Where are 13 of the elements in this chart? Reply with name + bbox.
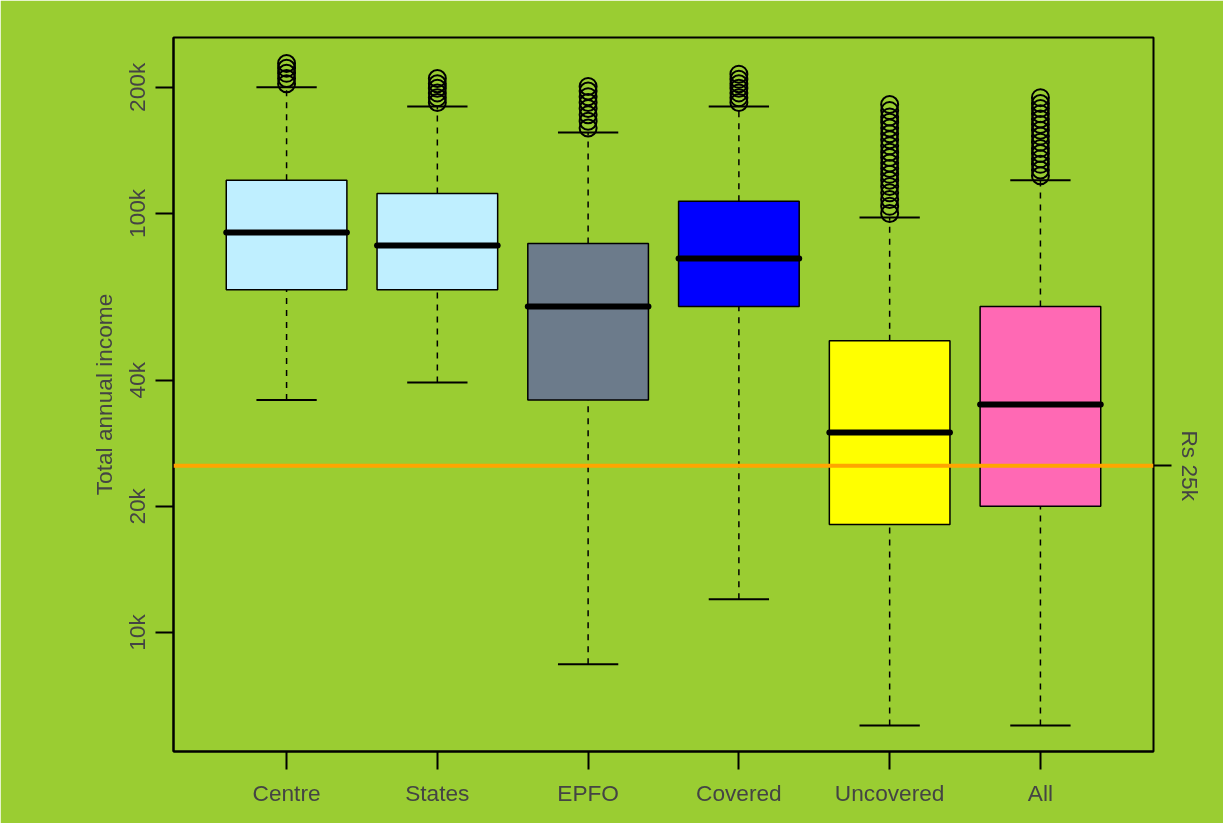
y-tick-label: 100k [124,188,151,239]
x-tick-label: All [1027,779,1054,806]
x-tick-label: Centre [252,779,321,806]
y-tick-label: 200k [124,62,151,112]
y-tick-label: 20k [124,487,151,525]
x-tick-label: EPFO [557,779,619,806]
y-tick-label: 10k [124,613,151,651]
ref-line-label: Rs 25k [1176,430,1203,502]
x-tick-label: Uncovered [834,779,945,806]
y-tick-label: 40k [124,361,151,399]
y-axis-title: Total annual income [90,293,117,496]
x-tick-label: States [405,779,470,806]
x-tick-label: Covered [696,779,782,806]
